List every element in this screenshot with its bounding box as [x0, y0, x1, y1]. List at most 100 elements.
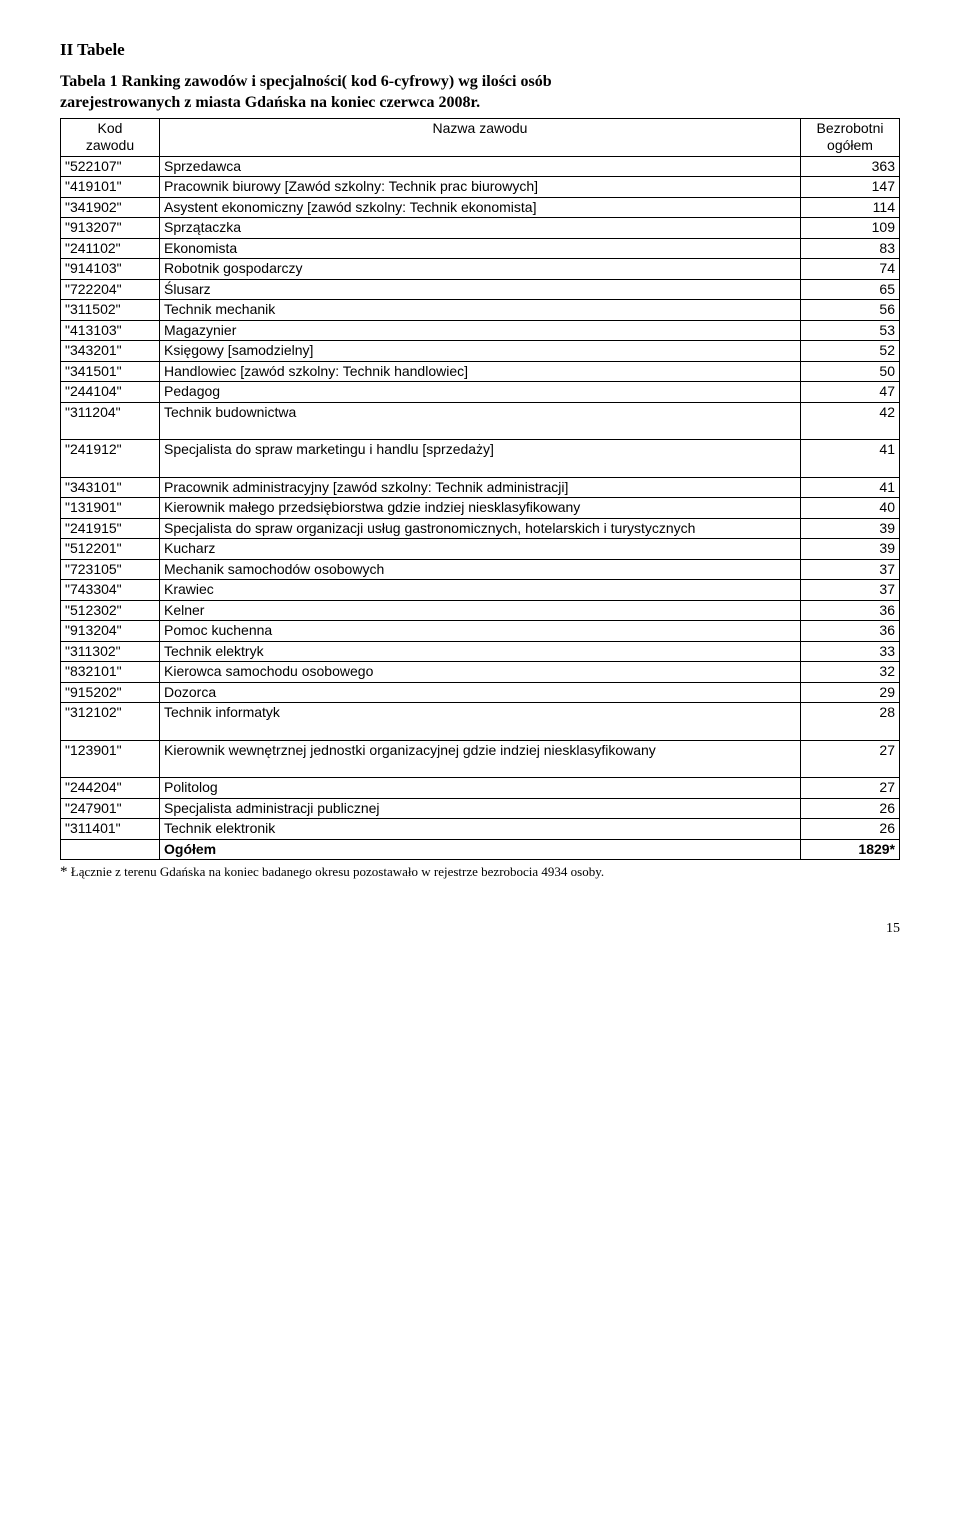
cell-name: Mechanik samochodów osobowych [160, 559, 801, 580]
cell-count: 39 [801, 539, 900, 560]
cell-code: "311302" [61, 641, 160, 662]
table-row: "419101"Pracownik biurowy [Zawód szkolny… [61, 177, 900, 198]
cell-code: "241102" [61, 238, 160, 259]
cell-code: "512201" [61, 539, 160, 560]
cell-name: Magazynier [160, 320, 801, 341]
header-code-line2: zawodu [86, 137, 134, 153]
cell-total-value: 1829* [801, 839, 900, 860]
cell-count: 83 [801, 238, 900, 259]
cell-name: Technik elektronik [160, 819, 801, 840]
table-row: "743304"Krawiec37 [61, 580, 900, 601]
cell-name: Kierowca samochodu osobowego [160, 662, 801, 683]
cell-count: 26 [801, 798, 900, 819]
cell-name: Pracownik administracyjny [zawód szkolny… [160, 477, 801, 498]
cell-count: 33 [801, 641, 900, 662]
cell-code: "913207" [61, 218, 160, 239]
cell-code: "914103" [61, 259, 160, 280]
footnote-text: Łącznie z terenu Gdańska na koniec badan… [71, 864, 604, 879]
table-row: "341501"Handlowiec [zawód szkolny: Techn… [61, 361, 900, 382]
cell-count: 29 [801, 682, 900, 703]
cell-count: 52 [801, 341, 900, 362]
cell-code: "722204" [61, 279, 160, 300]
header-code: Kod zawodu [61, 118, 160, 156]
cell-name: Ekonomista [160, 238, 801, 259]
cell-count: 27 [801, 778, 900, 799]
cell-code: "311204" [61, 402, 160, 440]
cell-count: 28 [801, 703, 900, 741]
cell-code: "343201" [61, 341, 160, 362]
ranking-table: Kod zawodu Nazwa zawodu Bezrobotni ogółe… [60, 118, 900, 861]
cell-code: "341902" [61, 197, 160, 218]
footnote: * Łącznie z terenu Gdańska na koniec bad… [60, 864, 900, 881]
cell-name: Robotnik gospodarczy [160, 259, 801, 280]
section-title: II Tabele [60, 40, 900, 60]
cell-name: Kelner [160, 600, 801, 621]
cell-code: "743304" [61, 580, 160, 601]
header-count-line2: ogółem [827, 137, 873, 153]
cell-total-code [61, 839, 160, 860]
cell-name: Krawiec [160, 580, 801, 601]
table-row: "723105"Mechanik samochodów osobowych37 [61, 559, 900, 580]
cell-code: "247901" [61, 798, 160, 819]
header-name: Nazwa zawodu [160, 118, 801, 156]
cell-count: 37 [801, 580, 900, 601]
table-row: "512302"Kelner36 [61, 600, 900, 621]
table-header-row: Kod zawodu Nazwa zawodu Bezrobotni ogółe… [61, 118, 900, 156]
footnote-star: * [60, 864, 68, 880]
cell-name: Asystent ekonomiczny [zawód szkolny: Tec… [160, 197, 801, 218]
cell-count: 74 [801, 259, 900, 280]
cell-count: 27 [801, 740, 900, 778]
table-row: "241915"Specjalista do spraw organizacji… [61, 518, 900, 539]
header-count-line1: Bezrobotni [817, 120, 884, 136]
cell-count: 42 [801, 402, 900, 440]
table-row: "913207"Sprzątaczka109 [61, 218, 900, 239]
table-row: "913204"Pomoc kuchenna36 [61, 621, 900, 642]
cell-name: Ślusarz [160, 279, 801, 300]
cell-name: Pomoc kuchenna [160, 621, 801, 642]
table-row: "311204"Technik budownictwa42 [61, 402, 900, 440]
cell-code: "341501" [61, 361, 160, 382]
cell-total-label: Ogółem [160, 839, 801, 860]
cell-count: 147 [801, 177, 900, 198]
header-count: Bezrobotni ogółem [801, 118, 900, 156]
cell-code: "244204" [61, 778, 160, 799]
cell-count: 26 [801, 819, 900, 840]
cell-name: Sprzedawca [160, 156, 801, 177]
table-row: "341902"Asystent ekonomiczny [zawód szko… [61, 197, 900, 218]
cell-code: "413103" [61, 320, 160, 341]
cell-name: Technik informatyk [160, 703, 801, 741]
cell-code: "244104" [61, 382, 160, 403]
cell-count: 363 [801, 156, 900, 177]
cell-count: 41 [801, 440, 900, 478]
cell-code: "123901" [61, 740, 160, 778]
cell-count: 36 [801, 600, 900, 621]
cell-code: "311502" [61, 300, 160, 321]
cell-code: "419101" [61, 177, 160, 198]
cell-code: "343101" [61, 477, 160, 498]
cell-code: "723105" [61, 559, 160, 580]
table-row: "123901"Kierownik wewnętrznej jednostki … [61, 740, 900, 778]
cell-code: "131901" [61, 498, 160, 519]
table-row: "241102"Ekonomista83 [61, 238, 900, 259]
table-title-line1: Tabela 1 Ranking zawodów i specjalności(… [60, 73, 552, 90]
table-row: "413103"Magazynier53 [61, 320, 900, 341]
cell-name: Kierownik małego przedsiębiorstwa gdzie … [160, 498, 801, 519]
cell-name: Politolog [160, 778, 801, 799]
cell-count: 56 [801, 300, 900, 321]
cell-count: 32 [801, 662, 900, 683]
cell-count: 109 [801, 218, 900, 239]
table-row: "522107"Sprzedawca363 [61, 156, 900, 177]
cell-name: Kierownik wewnętrznej jednostki organiza… [160, 740, 801, 778]
cell-count: 65 [801, 279, 900, 300]
cell-name: Handlowiec [zawód szkolny: Technik handl… [160, 361, 801, 382]
page-number: 15 [60, 921, 900, 937]
cell-count: 53 [801, 320, 900, 341]
table-row: "722204"Ślusarz65 [61, 279, 900, 300]
cell-count: 114 [801, 197, 900, 218]
header-code-line1: Kod [98, 120, 123, 136]
cell-name: Specjalista administracji publicznej [160, 798, 801, 819]
cell-count: 36 [801, 621, 900, 642]
cell-count: 50 [801, 361, 900, 382]
cell-code: "241912" [61, 440, 160, 478]
cell-name: Pracownik biurowy [Zawód szkolny: Techni… [160, 177, 801, 198]
